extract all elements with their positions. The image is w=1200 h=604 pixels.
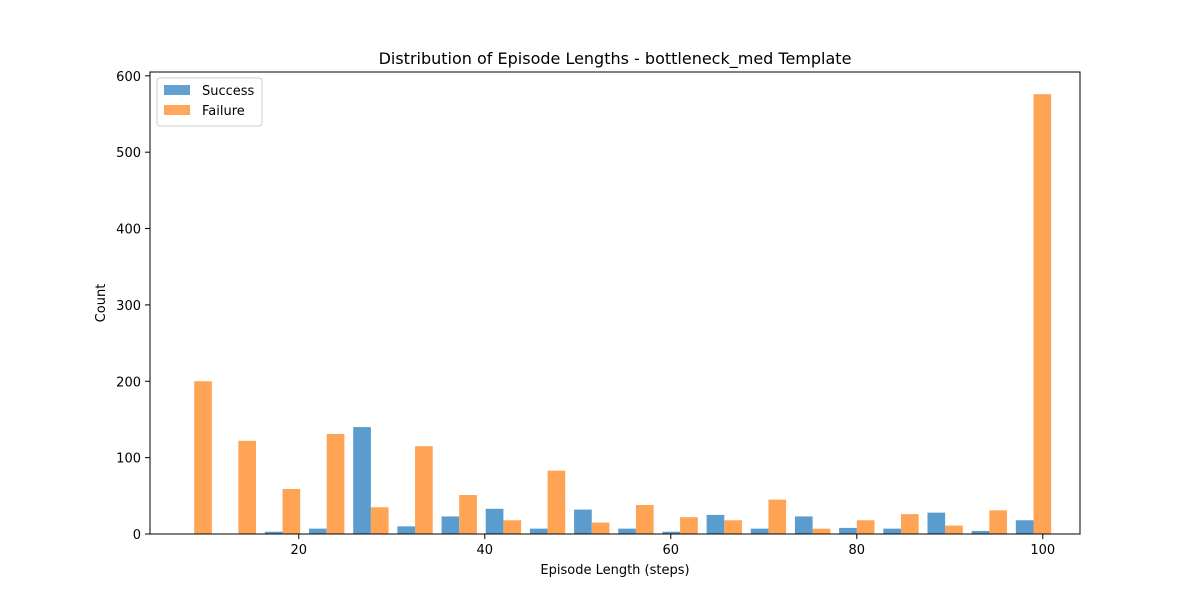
y-tick-label-300: 300 [116,299,141,314]
chart-title: Distribution of Episode Lengths - bottle… [379,49,852,69]
y-tick-label-0: 0 [133,528,141,543]
y-axis-ticks: 0 100 200 300 400 500 600 [116,70,150,543]
legend: Success Failure [156,77,263,127]
bar-success-17 [927,512,946,534]
bar-failure-14 [812,528,831,534]
bar-failure-9 [591,522,610,534]
bar-success-14 [794,516,813,534]
x-tick-label-20: 20 [291,543,308,558]
bar-success-18 [971,530,990,534]
bar-success-5 [397,526,416,534]
bar-success-10 [618,528,636,534]
bar-success-13 [750,528,769,534]
bar-failure-1 [238,440,257,534]
y-tick-label-200: 200 [116,375,141,390]
bar-failure-19 [1033,94,1052,535]
x-axis-ticks: 20 40 60 80 100 [291,534,1055,558]
x-tick-label-40: 40 [477,543,494,558]
bar-failure-10 [635,504,654,534]
bars-layer [194,94,1052,535]
y-tick-label-400: 400 [116,223,141,238]
bar-success-19 [1015,520,1034,534]
bar-success-7 [485,508,504,534]
bar-failure-16 [900,514,919,534]
legend-label-failure: Failure [202,104,245,119]
legend-label-success: Success [202,84,255,99]
bar-failure-4 [370,507,389,534]
bar-success-2 [264,531,283,534]
bar-success-4 [353,427,371,534]
bar-success-6 [441,516,460,534]
bar-failure-5 [415,446,433,534]
bar-failure-2 [282,488,301,534]
bar-failure-18 [989,510,1007,534]
bar-failure-0 [194,381,212,534]
bar-failure-11 [680,517,698,534]
bar-success-15 [839,527,857,534]
bar-failure-12 [724,520,742,534]
bar-success-16 [883,528,901,534]
x-tick-label-100: 100 [1030,543,1055,558]
bar-failure-15 [856,520,875,534]
bar-success-3 [309,528,327,534]
bar-failure-13 [768,499,787,534]
legend-swatch-failure [164,105,190,115]
bar-success-8 [529,528,548,534]
x-tick-label-80: 80 [849,543,866,558]
bar-success-12 [706,514,725,534]
x-tick-label-60: 60 [663,543,680,558]
plot-frame [149,71,1081,535]
bar-failure-8 [547,470,566,534]
y-tick-label-600: 600 [116,70,141,85]
y-tick-label-500: 500 [116,146,141,161]
bar-failure-17 [945,525,963,534]
bar-failure-3 [326,433,345,534]
y-axis-label: Count [94,284,109,323]
x-axis-label: Episode Length (steps) [540,563,689,578]
bar-failure-7 [503,520,522,534]
bar-success-9 [574,509,592,534]
y-tick-label-100: 100 [116,452,141,467]
legend-swatch-success [164,85,190,95]
bar-failure-6 [459,495,477,534]
bar-success-11 [662,531,681,534]
